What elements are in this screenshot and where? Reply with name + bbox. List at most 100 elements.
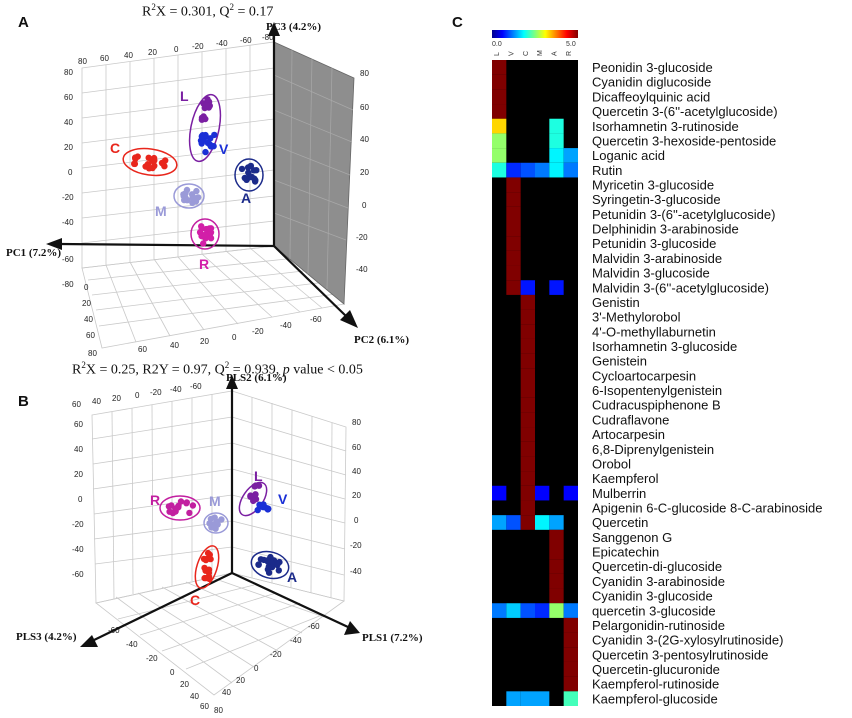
panel-letter-c: C: [452, 14, 463, 31]
ellipse-a-A: [234, 158, 264, 192]
point-b-R: [165, 503, 173, 510]
axis-label-pc3: PC3 (4.2%): [266, 21, 321, 33]
tick-b-pls1-m20: -20: [270, 650, 282, 659]
row-label: Quercetin 3-(6''-acetylglucoside): [592, 104, 778, 119]
tick-b-pls1-0: 0: [254, 664, 259, 673]
heatmap-cell: [506, 280, 521, 295]
heatmap-cell: [563, 661, 578, 677]
point-a-C: [151, 162, 158, 169]
point-a-M: [189, 199, 196, 206]
heatmap-cell: [492, 148, 507, 163]
heatmap-cell: [549, 515, 564, 530]
ellipse-b-A: [250, 550, 290, 580]
row-label: Quercetin-di-glucoside: [592, 559, 722, 574]
heatmap-cell: [492, 118, 507, 134]
heatmap-cell: [506, 192, 521, 207]
heatmap-cell: [549, 148, 564, 163]
point-b-V: [260, 501, 267, 508]
point-a-V: [207, 135, 214, 142]
tick-a-bottom-80: 80: [88, 349, 97, 358]
point-a-A: [247, 162, 255, 170]
shaded-right-wall: [273, 41, 355, 305]
heatmap-cell: [520, 368, 535, 383]
heatmap-cell: [506, 206, 521, 222]
tick-a-left-m40: -40: [62, 218, 74, 227]
group-label-a-C: C: [110, 140, 120, 156]
row-label: Artocarpesin: [592, 427, 665, 442]
column-label: R: [566, 51, 573, 56]
plsda-3d-plot: 60 40 20 0 -20 -40 -60 60 40 20 0 -20 -4…: [16, 372, 423, 715]
row-label: Dicaffeoylquinic acid: [592, 89, 710, 104]
axes-a: [59, 32, 349, 319]
group-label-b-A: A: [287, 569, 297, 585]
ellipse-a-M: [173, 183, 205, 209]
point-a-A: [253, 167, 260, 174]
grid-right-wall: [273, 49, 354, 290]
tick-b-pls1-20: 20: [236, 676, 245, 685]
point-b-R: [173, 504, 181, 512]
arrow-pc2: [340, 310, 358, 328]
row-label: Cyanidin 3-(2G-xylosylrutinoside): [592, 633, 783, 648]
axis-label-pc1: PC1 (7.2%): [6, 247, 61, 259]
column-label: M: [537, 50, 544, 56]
scale-max-label: 5.0: [566, 41, 576, 48]
row-label: Isorhamnetin 3-glucoside: [592, 339, 737, 354]
tick-a-left-m80: -80: [62, 280, 74, 289]
heatmap-cell: [549, 133, 564, 149]
row-label: Rutin: [592, 163, 622, 178]
tick-b-top-m40: -40: [170, 385, 182, 394]
heatmap-cell: [563, 148, 578, 163]
point-a-R: [206, 225, 213, 232]
row-label: Kaempferol: [592, 471, 659, 486]
point-a-C: [151, 157, 158, 164]
point-a-R: [201, 231, 209, 238]
row-label: Cyanidin 3-glucoside: [592, 589, 713, 604]
heatmap-cell: [492, 89, 507, 105]
heatmap-cell: [506, 515, 521, 530]
arrow-pc3: [268, 22, 280, 36]
row-label: Apigenin 6-C-glucoside 8-C-arabinoside: [592, 500, 823, 515]
point-b-L: [251, 483, 258, 490]
heatmap-cell: [563, 647, 578, 662]
column-label: C: [523, 51, 530, 56]
tick-a-right-60: 60: [360, 103, 369, 112]
group-label-b-V: V: [278, 491, 288, 507]
heatmap-cell: [506, 250, 521, 266]
arrow-pls3: [80, 635, 98, 647]
tick-b-pls3-20: 20: [180, 680, 189, 689]
tick-b-top-m20: -20: [150, 388, 162, 397]
heatmap-cell: [492, 60, 507, 75]
point-b-R: [183, 499, 190, 506]
tick-b-pls1-m40: -40: [290, 636, 302, 645]
group-label-a-A: A: [241, 190, 251, 206]
row-label: Cyanidin diglucoside: [592, 75, 711, 90]
tick-a-pc2-p20: 20: [200, 337, 209, 346]
heatmap-cell: [506, 236, 521, 251]
row-label: Loganic acid: [592, 148, 665, 163]
grid-back-left: [81, 41, 275, 269]
tick-a-pc2-60: -60: [310, 315, 322, 324]
heatmap-cell: [563, 485, 578, 501]
row-label: Quercetin: [592, 515, 648, 530]
row-label: Kaempferol-glucoside: [592, 691, 718, 706]
row-label: 4'-O-methyllaburnetin: [592, 324, 716, 339]
tick-b-left-20: 20: [74, 470, 83, 479]
row-label: Genistein: [592, 354, 647, 369]
points-b: [165, 482, 283, 583]
tick-b-top-20: 20: [112, 394, 121, 403]
row-label: Cudracuspiphenone B: [592, 398, 721, 413]
tick-b-pls1-m60: -60: [308, 622, 320, 631]
heatmap-cell: [506, 603, 521, 618]
row-label: Malvidin 3-glucoside: [592, 266, 710, 281]
tick-a-left-40: 40: [64, 118, 73, 127]
point-b-M: [213, 518, 221, 525]
row-label: Cycloartocarpesin: [592, 368, 696, 383]
heatmap-cell: [535, 515, 550, 530]
heatmap-cell: [492, 485, 507, 501]
point-a-R: [207, 235, 215, 242]
group-label-b-C: C: [190, 592, 200, 608]
column-label: A: [552, 51, 559, 56]
tick-a-top-60: 60: [100, 54, 109, 63]
